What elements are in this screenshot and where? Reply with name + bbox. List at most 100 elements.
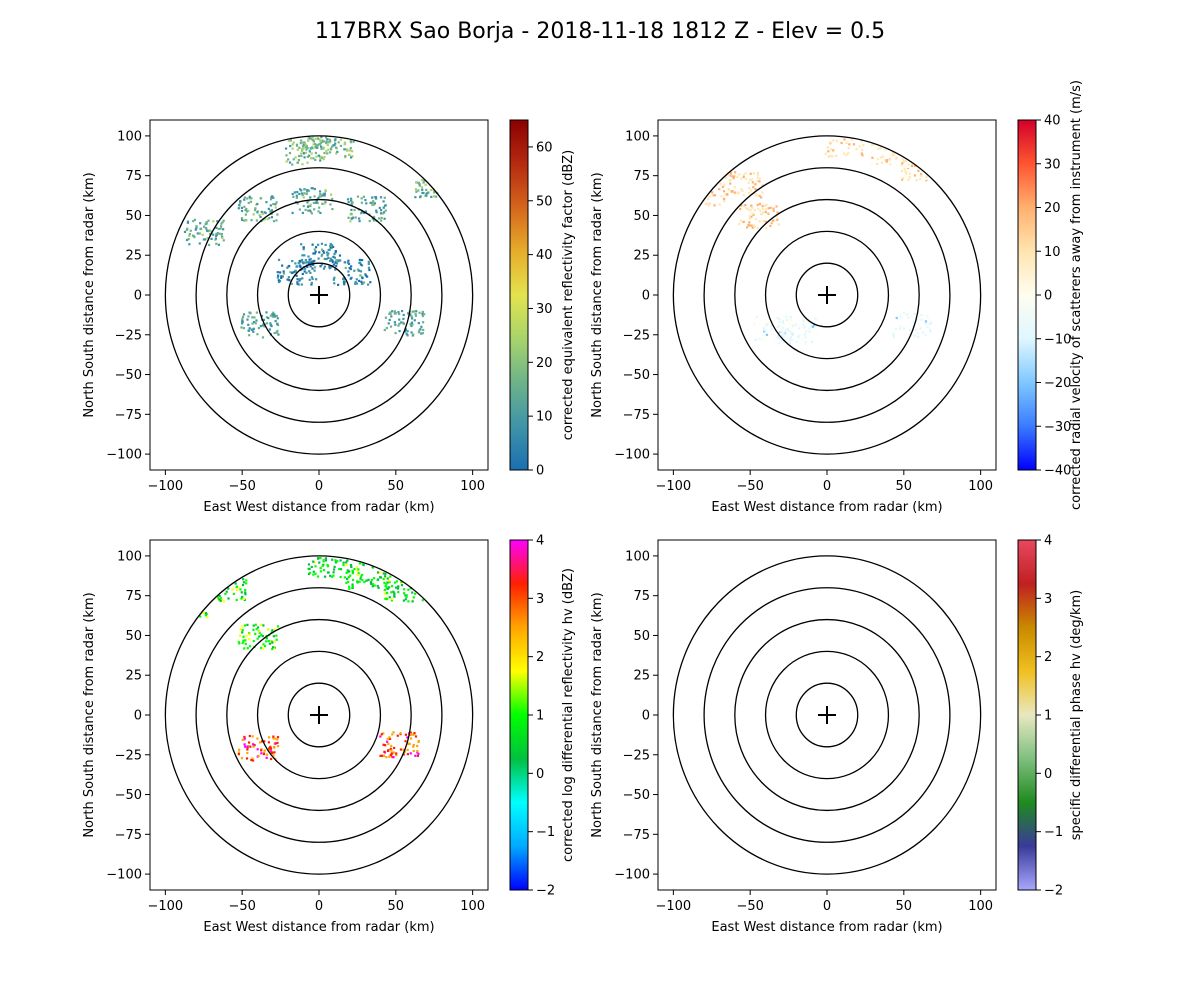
- echo-pixel: [309, 196, 312, 199]
- echo-pixel: [235, 598, 238, 602]
- echo-pixel: [420, 332, 423, 335]
- echo-pixel: [248, 632, 251, 635]
- echo-pixel: [244, 593, 247, 596]
- echo-pixel: [373, 584, 376, 587]
- echo-pixel: [231, 588, 234, 591]
- echo-pixel: [319, 139, 323, 142]
- echo-pixel: [291, 163, 294, 166]
- echo-pixel: [803, 333, 807, 336]
- echo-pixel: [390, 599, 394, 602]
- echo-pixel: [359, 263, 363, 266]
- echo-pixel: [719, 182, 722, 185]
- echo-pixel: [302, 151, 305, 155]
- y-tick-label: −25: [623, 748, 650, 763]
- echo-pixel: [417, 181, 420, 184]
- echo-pixel: [210, 237, 213, 240]
- echo-pixel: [902, 327, 905, 330]
- echo-pixel: [384, 209, 387, 212]
- colorbar-tick-label: 3: [536, 592, 544, 607]
- echo-pixel: [770, 325, 773, 328]
- echo-pixel: [334, 559, 337, 562]
- colorbar-tick-label: −30: [1044, 420, 1071, 435]
- echo-pixel: [327, 252, 330, 255]
- echo-pixel: [273, 331, 276, 335]
- echo-pixel: [903, 159, 906, 163]
- echo-pixel: [248, 734, 251, 738]
- echo-pixel: [399, 748, 403, 751]
- echo-pixel: [911, 180, 914, 183]
- echo-pixel: [349, 147, 352, 150]
- echo-pixel: [729, 172, 733, 175]
- echo-pixel: [785, 315, 788, 319]
- echo-pixel: [360, 280, 363, 283]
- echo-pixel: [724, 176, 727, 179]
- echo-pixel: [272, 311, 275, 314]
- echo-pixel: [368, 268, 371, 272]
- echo-pixel: [791, 327, 794, 330]
- echo-pixel: [729, 179, 732, 182]
- echo-pixel: [745, 207, 748, 210]
- echo-pixel: [301, 272, 304, 276]
- echo-pixel: [907, 178, 910, 181]
- echo-pixel: [238, 748, 241, 751]
- echo-pixel: [343, 141, 346, 144]
- echo-pixel: [272, 737, 275, 740]
- echo-pixel: [301, 147, 304, 151]
- colorbar-tick-label: 0: [1044, 289, 1052, 304]
- range-ring-80: [195, 587, 443, 843]
- echo-pixel: [265, 640, 268, 643]
- echo-pixel: [772, 337, 775, 340]
- echo-pixel: [393, 595, 396, 598]
- echo-pixel: [402, 748, 405, 751]
- echo-pixel: [780, 330, 783, 334]
- echo-pixel: [383, 581, 386, 584]
- echo-pixel: [706, 197, 710, 201]
- echo-pixel: [424, 183, 427, 186]
- echo-pixel: [268, 736, 271, 739]
- echo-pixel: [349, 139, 352, 143]
- echo-pixel: [356, 195, 360, 198]
- echo-pixel: [288, 151, 292, 155]
- echo-region-1: [183, 187, 388, 247]
- echo-pixel: [350, 156, 353, 159]
- x-tick-label: −50: [228, 899, 255, 914]
- echo-pixel: [261, 212, 264, 216]
- echo-pixel: [785, 337, 788, 340]
- echo-pixel: [366, 275, 369, 278]
- echo-pixel: [282, 270, 285, 273]
- echo-pixel: [243, 737, 246, 740]
- echo-pixel: [828, 141, 832, 144]
- echo-pixel: [389, 754, 392, 757]
- x-tick-label: −50: [736, 479, 763, 494]
- echo-pixel: [925, 315, 929, 318]
- echo-pixel: [243, 647, 246, 650]
- echo-pixel: [791, 318, 794, 321]
- echo-pixel: [271, 195, 274, 198]
- echo-pixel: [351, 569, 354, 572]
- echo-pixel: [360, 210, 364, 214]
- echo-pixel: [372, 215, 376, 219]
- echo-pixel: [383, 196, 386, 199]
- echo-pixel: [246, 745, 249, 748]
- echo-pixel: [297, 154, 301, 158]
- echo-pixel: [204, 614, 207, 617]
- echo-pixel: [349, 213, 352, 216]
- echo-pixel: [292, 141, 295, 144]
- echo-pixel: [220, 232, 223, 236]
- echo-pixel: [351, 578, 355, 582]
- echo-pixel: [782, 335, 785, 338]
- echo-pixel: [349, 574, 352, 577]
- echo-pixel: [388, 318, 391, 322]
- echo-pixel: [212, 233, 215, 236]
- echo-pixel: [219, 597, 223, 600]
- echo-pixel: [252, 743, 255, 746]
- echo-pixel: [239, 588, 242, 591]
- echo-region-1: [824, 136, 928, 183]
- echo-pixel: [357, 568, 360, 571]
- echo-pixel: [254, 322, 257, 325]
- echo-pixel: [362, 563, 365, 567]
- echo-pixel: [394, 312, 397, 315]
- echo-pixel: [319, 155, 322, 158]
- echo-pixel: [216, 220, 219, 223]
- echo-pixel: [805, 328, 809, 332]
